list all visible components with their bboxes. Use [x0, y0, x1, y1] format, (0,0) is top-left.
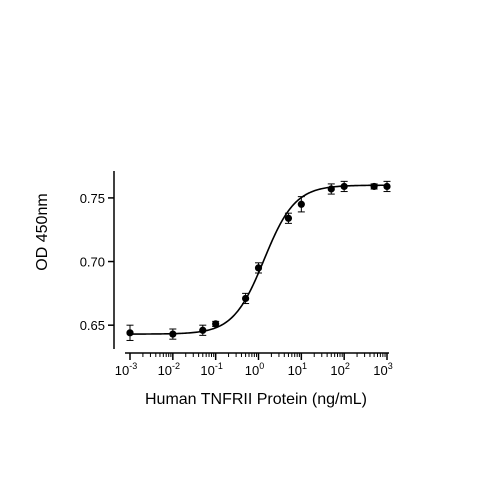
- x-tick-label: 102: [330, 361, 349, 378]
- y-tick-label: 0.70: [80, 255, 105, 270]
- x-tick-label: 101: [288, 361, 307, 378]
- x-tick-label: 100: [245, 361, 264, 378]
- data-point: [126, 329, 134, 337]
- data-point: [370, 182, 378, 191]
- data-point: [327, 185, 335, 193]
- x-tick-label: 10-2: [158, 361, 180, 378]
- error-bars-layer: [126, 180, 391, 341]
- data-point: [199, 326, 207, 334]
- x-axis-label: Human TNFRII Protein (ng/mL): [145, 391, 367, 408]
- x-tick-label: 103: [373, 361, 392, 378]
- data-points-layer: [126, 182, 391, 338]
- y-axis-label: OD 450nm: [34, 193, 51, 270]
- x-tick-label: 10-3: [115, 361, 137, 378]
- axes: 0.65 0.70 0.75 10-3 10-2 10-1 100 101 102 103: [80, 171, 393, 378]
- data-point: [340, 182, 348, 191]
- fit-curve: [130, 184, 387, 335]
- x-tick-label: 10-1: [200, 361, 222, 378]
- fit-curve-layer: [130, 184, 387, 335]
- data-point: [169, 330, 177, 338]
- y-tick-label: 0.75: [80, 191, 105, 206]
- y-tick-label: 0.65: [80, 318, 105, 333]
- data-point: [383, 182, 391, 191]
- data-point: [297, 200, 305, 208]
- data-point: [284, 214, 293, 222]
- data-point: [212, 320, 220, 328]
- data-point: [254, 264, 263, 272]
- data-point: [242, 294, 250, 303]
